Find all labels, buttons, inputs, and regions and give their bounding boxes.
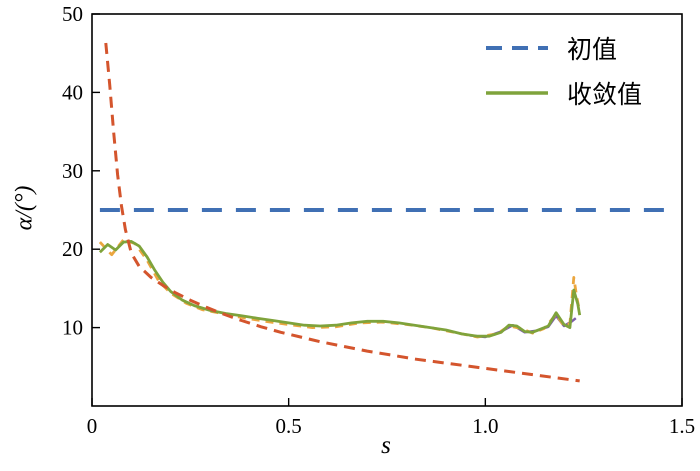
svg-text:30: 30	[62, 159, 83, 183]
svg-text:10: 10	[62, 316, 83, 340]
y-axis-label: α/(°)	[11, 185, 38, 231]
svg-text:40: 40	[62, 80, 83, 104]
svg-text:0.5: 0.5	[276, 414, 302, 438]
legend-line-initial-dashed	[485, 46, 548, 50]
legend-item-initial: 初值	[485, 30, 642, 66]
legend-line-converged-solid	[485, 91, 548, 95]
legend-item-converged: 收敛值	[485, 75, 642, 111]
x-axis-label: s	[381, 432, 391, 459]
svg-text:0: 0	[87, 414, 98, 438]
svg-text:50: 50	[62, 2, 83, 26]
svg-text:20: 20	[62, 237, 83, 261]
legend-label-initial: 初值	[566, 37, 617, 64]
svg-text:1.5: 1.5	[669, 414, 695, 438]
legend-label-converged: 收敛值	[566, 82, 642, 109]
svg-text:1.0: 1.0	[472, 414, 498, 438]
legend: 初值 收敛值	[485, 30, 642, 111]
